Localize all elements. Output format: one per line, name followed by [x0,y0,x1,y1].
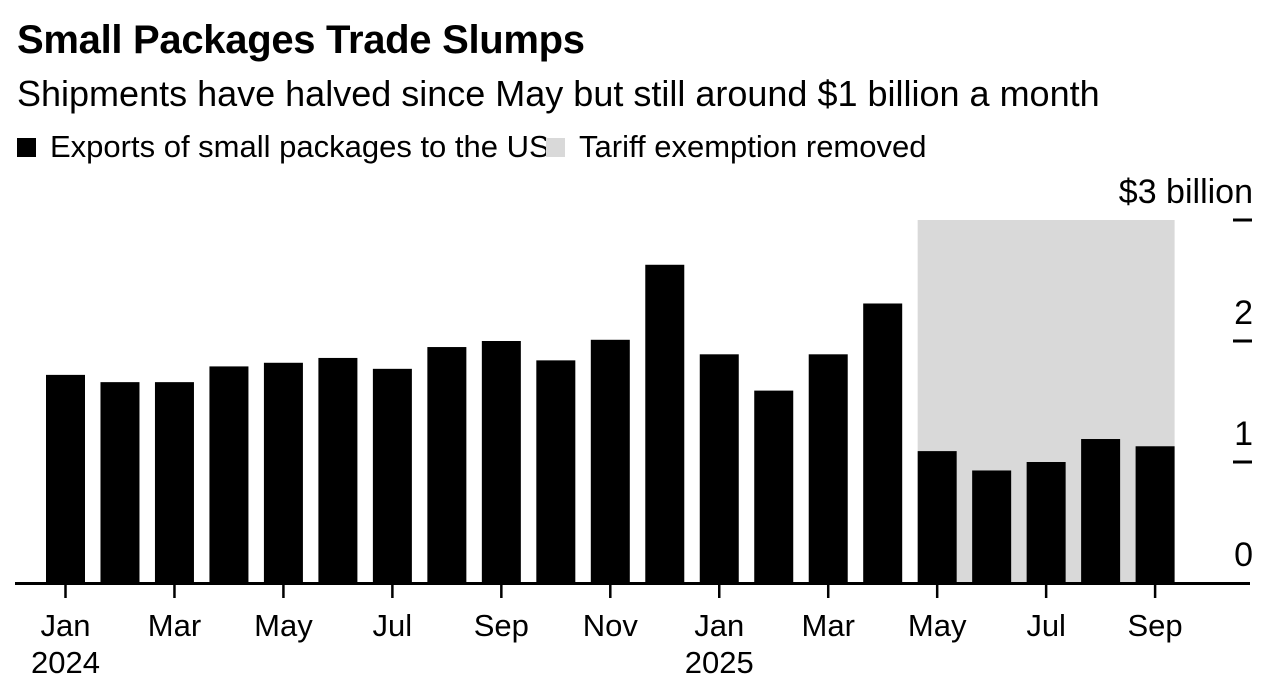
bar-dec-2024 [645,264,685,584]
bar-feb-2025 [754,390,794,584]
bar-apr-2025 [863,303,903,584]
black-square-icon [17,137,36,157]
bar-jul-2025 [1026,462,1066,584]
bar-mar-2025 [808,354,848,584]
bar-jan-2025 [699,354,739,584]
chart-title: Small Packages Trade Slumps [17,18,585,62]
x-tick-label: Sep [1128,608,1183,643]
bar-sep-2024 [481,341,521,584]
x-tick-label: Jul [373,608,413,643]
y-tick-label: 0 [1234,536,1253,574]
bar-jun-2024 [318,357,358,584]
bar-nov-2024 [590,339,630,584]
x-tick-label: Jul [1026,608,1066,643]
bar-may-2024 [263,362,303,584]
legend-label-tariff-band: Tariff exemption removed [579,129,927,164]
y-tick-label: 1 [1234,415,1253,453]
x-year-label: 2025 [685,645,754,680]
bar-apr-2024 [209,366,249,584]
x-tick-label: Mar [802,608,855,643]
bar-may-2025 [917,451,957,584]
bar-aug-2025 [1081,439,1121,584]
x-tick-label: Sep [474,608,529,643]
y-tick-label: 2 [1234,294,1253,332]
x-tick-label: Jan [694,608,744,643]
x-tick-label: May [254,608,313,643]
x-tick-label: May [908,608,967,643]
x-year-label: 2024 [31,645,100,680]
x-tick-label: Jan [41,608,91,643]
bar-aug-2024 [427,347,467,584]
bar-jun-2025 [972,470,1012,584]
legend-item-tariff-band: Tariff exemption removed [546,129,927,164]
legend-item-exports: Exports of small packages to the US [17,129,550,164]
legend-label-exports: Exports of small packages to the US [50,129,550,164]
bar-mar-2024 [154,382,194,584]
bar-sep-2025 [1135,446,1175,584]
bar-jan-2024 [46,374,85,584]
chart-subtitle: Shipments have halved since May but stil… [17,73,1100,114]
bar-feb-2024 [100,382,140,584]
x-tick-label: Nov [583,608,639,643]
x-tick-label: Mar [148,608,201,643]
gray-square-icon [546,137,565,157]
bar-jul-2024 [372,368,412,584]
bar-oct-2024 [536,360,576,584]
y-tick-label: $3 billion [1119,173,1253,211]
